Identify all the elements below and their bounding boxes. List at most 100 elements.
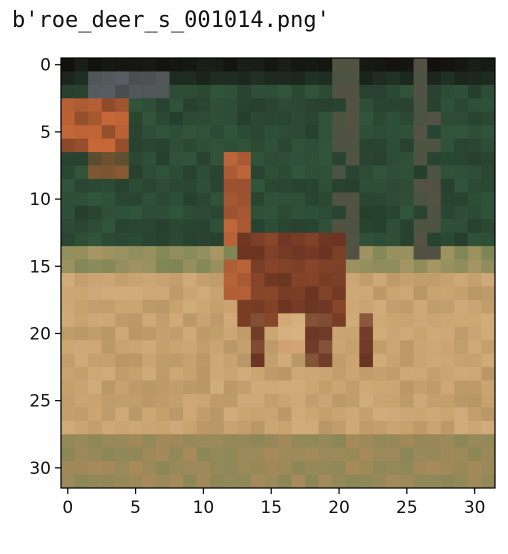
image-pixel [413, 178, 428, 193]
image-pixel [467, 98, 482, 113]
image-pixel [196, 152, 211, 166]
image-pixel [427, 246, 442, 260]
image-pixel [467, 286, 482, 301]
image-pixel [196, 393, 211, 408]
image-pixel [264, 340, 279, 355]
image-pixel [237, 219, 252, 234]
image-pixel [237, 380, 252, 395]
image-pixel [386, 340, 401, 355]
image-pixel [278, 273, 292, 287]
y-tick-label: 30 [29, 459, 51, 479]
image-pixel [318, 313, 333, 328]
y-tick-label: 5 [40, 123, 51, 143]
image-pixel [440, 219, 455, 234]
image-pixel [278, 125, 292, 140]
image-pixel [264, 393, 279, 408]
image-pixel [74, 205, 89, 220]
image-pixel [169, 447, 184, 462]
image-pixel [169, 474, 184, 489]
image-pixel [454, 246, 469, 260]
image-pixel [169, 340, 184, 355]
image-pixel [427, 340, 442, 355]
image-pixel [386, 407, 401, 422]
image-pixel [115, 84, 130, 99]
image-pixel [128, 58, 143, 72]
image-pixel [115, 326, 130, 341]
image-pixel [400, 340, 415, 355]
image-pixel [332, 461, 347, 475]
image-pixel [88, 178, 103, 193]
image-pixel [278, 138, 292, 153]
image-pixel [142, 232, 157, 247]
image-pixel [74, 178, 89, 193]
image-pixel [142, 58, 157, 72]
image-pixel [278, 98, 292, 113]
image-pixel [481, 434, 496, 449]
image-pixel [345, 340, 360, 355]
image-pixel [278, 299, 292, 314]
image-pixel [467, 111, 482, 126]
image-pixel [305, 84, 320, 99]
image-pixel [74, 58, 89, 72]
image-pixel [155, 259, 170, 274]
image-pixel [88, 192, 103, 207]
image-pixel [264, 165, 279, 180]
image-pixel [88, 434, 103, 449]
image-pixel [332, 380, 347, 395]
image-pixel [454, 434, 469, 449]
image-pixel [372, 246, 387, 260]
image-pixel [183, 434, 198, 449]
image-pixel [345, 58, 360, 72]
image-pixel [481, 367, 496, 381]
image-pixel [400, 125, 415, 140]
image-pixel [291, 205, 306, 220]
image-pixel [223, 71, 238, 86]
image-pixel [142, 71, 157, 86]
image-pixel [481, 380, 496, 395]
image-pixel [413, 434, 428, 449]
image-pixel [88, 165, 103, 180]
image-pixel [291, 340, 306, 355]
image-pixel [413, 71, 428, 86]
image-pixel [250, 125, 265, 140]
image-pixel [467, 152, 482, 166]
image-pixel [196, 84, 211, 99]
image-pixel [305, 178, 320, 193]
image-pixel [250, 152, 265, 166]
image-pixel [318, 420, 333, 435]
image-pixel [427, 461, 442, 475]
image-pixel [88, 111, 103, 126]
image-pixel [115, 367, 130, 381]
image-pixel [237, 205, 252, 220]
image-pixel [88, 273, 103, 287]
image-pixel [74, 219, 89, 234]
image-pixel [440, 192, 455, 207]
image-pixel [264, 420, 279, 435]
image-pixel [210, 340, 225, 355]
image-pixel [223, 299, 238, 314]
image-pixel [413, 246, 428, 260]
image-pixel [61, 420, 75, 435]
image-pixel [237, 367, 252, 381]
plot-frame [60, 57, 496, 489]
image-pixel [196, 299, 211, 314]
image-pixel [183, 461, 198, 475]
image-pixel [345, 380, 360, 395]
image-pixel [101, 407, 116, 422]
image-pixel [413, 58, 428, 72]
image-pixel [400, 353, 415, 368]
image-pixel [196, 313, 211, 328]
image-pixel [332, 205, 347, 220]
y-tick-label: 20 [29, 324, 51, 344]
image-pixel [250, 246, 265, 260]
image-pixel [291, 152, 306, 166]
image-pixel [250, 326, 265, 341]
image-pixel [345, 407, 360, 422]
image-pixel [237, 461, 252, 475]
image-pixel [169, 58, 184, 72]
image-pixel [155, 165, 170, 180]
image-pixel [101, 313, 116, 328]
image-pixel [332, 313, 347, 328]
image-pixel [372, 380, 387, 395]
image-pixel [386, 380, 401, 395]
